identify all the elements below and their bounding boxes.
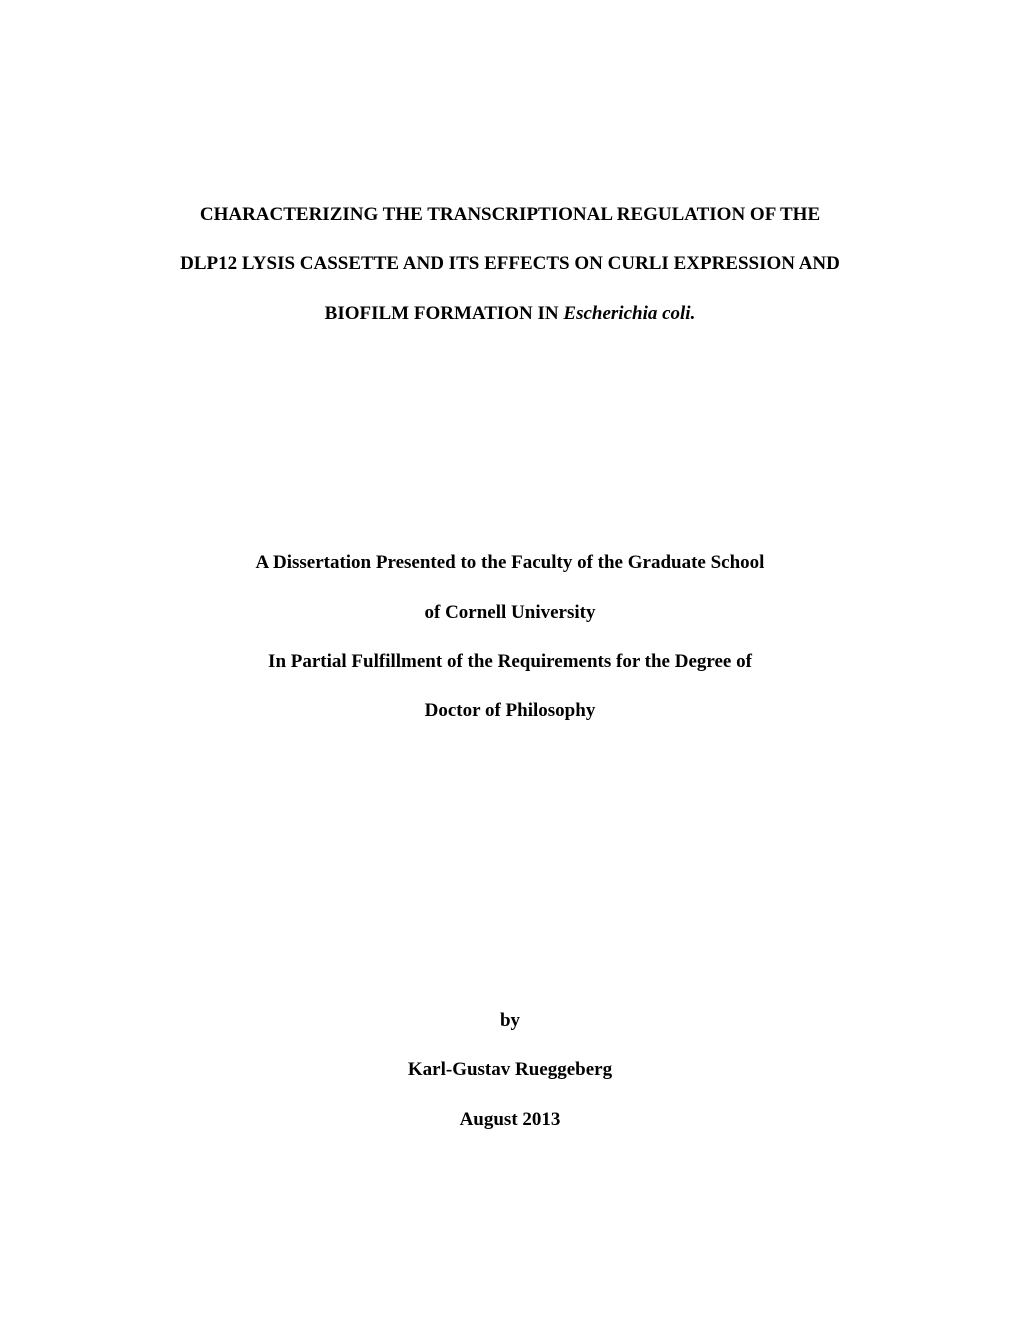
dissertation-title: CHARACTERIZING THE TRANSCRIPTIONAL REGUL…: [140, 190, 880, 338]
author-name: Karl-Gustav Rueggeberg: [140, 1045, 880, 1094]
title-line-2: DLP12 LYSIS CASSETTE AND ITS EFFECTS ON …: [140, 239, 880, 288]
presentation-block: A Dissertation Presented to the Faculty …: [140, 538, 880, 736]
presentation-line-1: A Dissertation Presented to the Faculty …: [140, 538, 880, 587]
presentation-line-4: Doctor of Philosophy: [140, 686, 880, 735]
author-block: by Karl-Gustav Rueggeberg August 2013: [140, 996, 880, 1144]
title-line-3-italic: Escherichia coli.: [563, 303, 695, 324]
by-label: by: [140, 996, 880, 1045]
title-line-3-prefix: BIOFILM FORMATION IN: [325, 303, 564, 324]
presentation-line-3: In Partial Fulfillment of the Requiremen…: [140, 637, 880, 686]
dissertation-date: August 2013: [140, 1095, 880, 1144]
presentation-line-2: of Cornell University: [140, 588, 880, 637]
title-line-3: BIOFILM FORMATION IN Escherichia coli.: [140, 289, 880, 338]
title-line-1: CHARACTERIZING THE TRANSCRIPTIONAL REGUL…: [140, 190, 880, 239]
